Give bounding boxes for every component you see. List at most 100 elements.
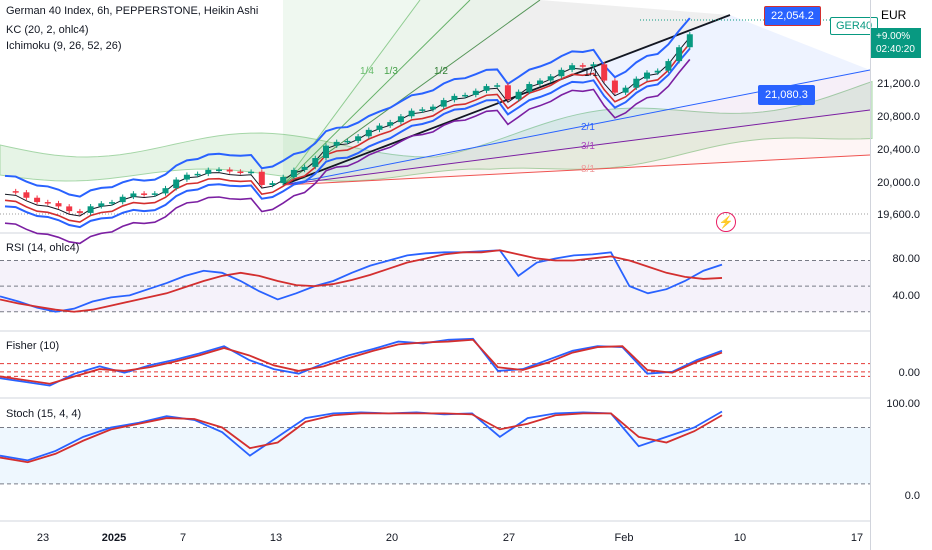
bar-countdown: 02:40:20: [876, 44, 915, 55]
candle-body: [248, 171, 255, 174]
candle-body: [23, 192, 30, 198]
candle-body: [462, 94, 469, 97]
stoch-band: [0, 427, 870, 484]
x-tick-feb: Feb: [614, 532, 634, 544]
x-tick-2025: 2025: [101, 532, 127, 544]
change-percent: +9.00%: [876, 31, 911, 42]
rsi-legend[interactable]: RSI (14, ohlc4): [6, 242, 80, 254]
fan-label-1-3: 1/3: [384, 66, 398, 77]
x-tick-27: 27: [502, 532, 516, 544]
indicator-line-1: [0, 412, 723, 464]
x-tick-17: 17: [850, 532, 864, 544]
candle-body: [472, 90, 479, 95]
candle-body: [547, 76, 554, 81]
last-price-label[interactable]: 22,054.2: [764, 6, 821, 26]
candle-body: [665, 61, 672, 71]
candle-body: [611, 80, 618, 93]
current-price-box: +9.00% 02:40:20: [871, 28, 921, 58]
marked-price-label[interactable]: 21,080.3: [758, 85, 815, 105]
candle-body: [451, 95, 458, 101]
indicator-line-1: [0, 338, 723, 385]
x-tick-7: 7: [179, 532, 187, 544]
candle-body: [12, 191, 19, 193]
candle-body: [622, 87, 629, 93]
candle-body: [87, 206, 94, 213]
fisher-tick-0: 0.00: [898, 367, 920, 379]
y-tick-21200: 21,200.0: [877, 78, 920, 90]
candle-body: [419, 109, 426, 111]
candle-body: [515, 91, 522, 100]
fan-label-1-2: 1/2: [434, 66, 448, 77]
candle-body: [269, 183, 276, 185]
candle-body: [141, 193, 148, 195]
stoch-tick-0: 0.0: [904, 490, 920, 502]
candle-body: [173, 179, 180, 189]
fan-label-2-1: 2/1: [581, 122, 595, 133]
fan-label-3-1: 3/1: [581, 141, 595, 152]
candle-body: [280, 177, 287, 184]
indicator-line-1: [0, 249, 723, 313]
candle-body: [654, 70, 661, 73]
candle-body: [558, 69, 565, 77]
y-tick-19600: 19,600.0: [877, 209, 920, 221]
candle-body: [34, 197, 41, 203]
candle-body: [258, 171, 265, 185]
gann-fan-line: [282, 0, 421, 186]
fan-label-8-1: 8/1: [581, 164, 595, 175]
candle-body: [216, 169, 222, 172]
candle-body: [644, 72, 650, 79]
ichimoku-legend[interactable]: Ichimoku (9, 26, 52, 26): [6, 40, 122, 52]
candle-body: [676, 47, 683, 62]
candle-body: [44, 202, 51, 204]
stoch-pane: [0, 410, 870, 485]
x-tick-23: 23: [36, 532, 50, 544]
ichimoku-base-line: [4, 42, 691, 223]
x-tick-20: 20: [385, 532, 399, 544]
y-tick-20800: 20,800.0: [877, 111, 920, 123]
kc-legend[interactable]: KC (20, 2, ohlc4): [6, 24, 89, 36]
candle-body: [365, 129, 372, 137]
gann-fan-line: [282, 109, 871, 186]
rsi-pane: [0, 249, 870, 313]
candle-body: [183, 174, 190, 180]
candle-body: [601, 64, 608, 81]
candle-body: [355, 136, 362, 141]
x-tick-10: 10: [733, 532, 747, 544]
candle-body: [376, 125, 383, 130]
indicator-line-0: [0, 249, 723, 313]
fisher-legend[interactable]: Fisher (10): [6, 340, 60, 352]
price-axis[interactable]: EUR: [870, 0, 932, 550]
candle-body: [205, 169, 212, 174]
lightning-icon[interactable]: ⚡: [716, 212, 736, 232]
candle-body: [590, 64, 597, 67]
stoch-tick-100: 100.00: [886, 398, 920, 410]
candle-body: [290, 169, 297, 178]
candle-body: [387, 122, 394, 126]
candle-body: [408, 110, 415, 117]
gann-fan-zone: [283, 15, 870, 185]
candle-body: [98, 203, 105, 207]
candle-body: [569, 65, 576, 70]
candle-body: [440, 100, 447, 107]
candle-body: [333, 141, 340, 146]
symbol-tag: GER40: [830, 17, 879, 35]
candle-body: [537, 80, 543, 84]
candle-body: [323, 145, 329, 159]
rsi-tick-80: 80.00: [892, 253, 920, 265]
price-pane: [0, 0, 873, 245]
y-tick-20400: 20,400.0: [877, 144, 920, 156]
gann-fan-line: [282, 154, 871, 186]
rsi-tick-40: 40.00: [892, 290, 920, 302]
candle-body: [66, 206, 73, 212]
y-tick-20000: 20,000.0: [877, 177, 920, 189]
keltner-lower: [4, 47, 691, 229]
candle-body: [162, 188, 169, 194]
chart-title[interactable]: German 40 Index, 6h, PEPPERSTONE, Heikin…: [6, 5, 259, 17]
fan-label-1-1: 1/1: [584, 68, 598, 79]
candle-body: [686, 34, 693, 48]
currency-label[interactable]: EUR: [881, 8, 907, 22]
gann-fan-line: [282, 0, 471, 186]
stoch-legend[interactable]: Stoch (15, 4, 4): [6, 408, 82, 420]
candle-body: [504, 85, 511, 100]
